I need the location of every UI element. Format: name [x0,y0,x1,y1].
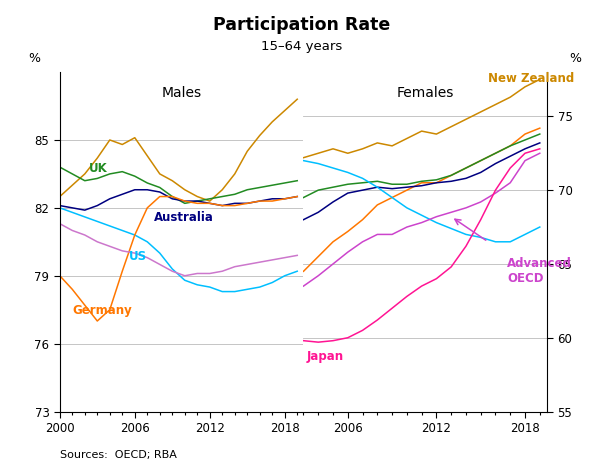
Text: %: % [28,52,40,65]
Text: Germany: Germany [72,304,132,317]
Text: UK: UK [89,162,107,175]
Text: Advanced
OECD: Advanced OECD [507,257,572,285]
Text: Australia: Australia [154,212,213,225]
Text: US: US [129,250,147,263]
Text: Males: Males [161,86,202,100]
Text: Participation Rate: Participation Rate [213,16,390,34]
Text: Sources:  OECD; RBA: Sources: OECD; RBA [60,450,176,460]
Text: %: % [569,52,581,65]
Text: 15–64 years: 15–64 years [261,40,343,53]
Text: Japan: Japan [306,350,344,363]
Text: Females: Females [396,86,454,100]
Text: New Zealand: New Zealand [488,73,574,86]
